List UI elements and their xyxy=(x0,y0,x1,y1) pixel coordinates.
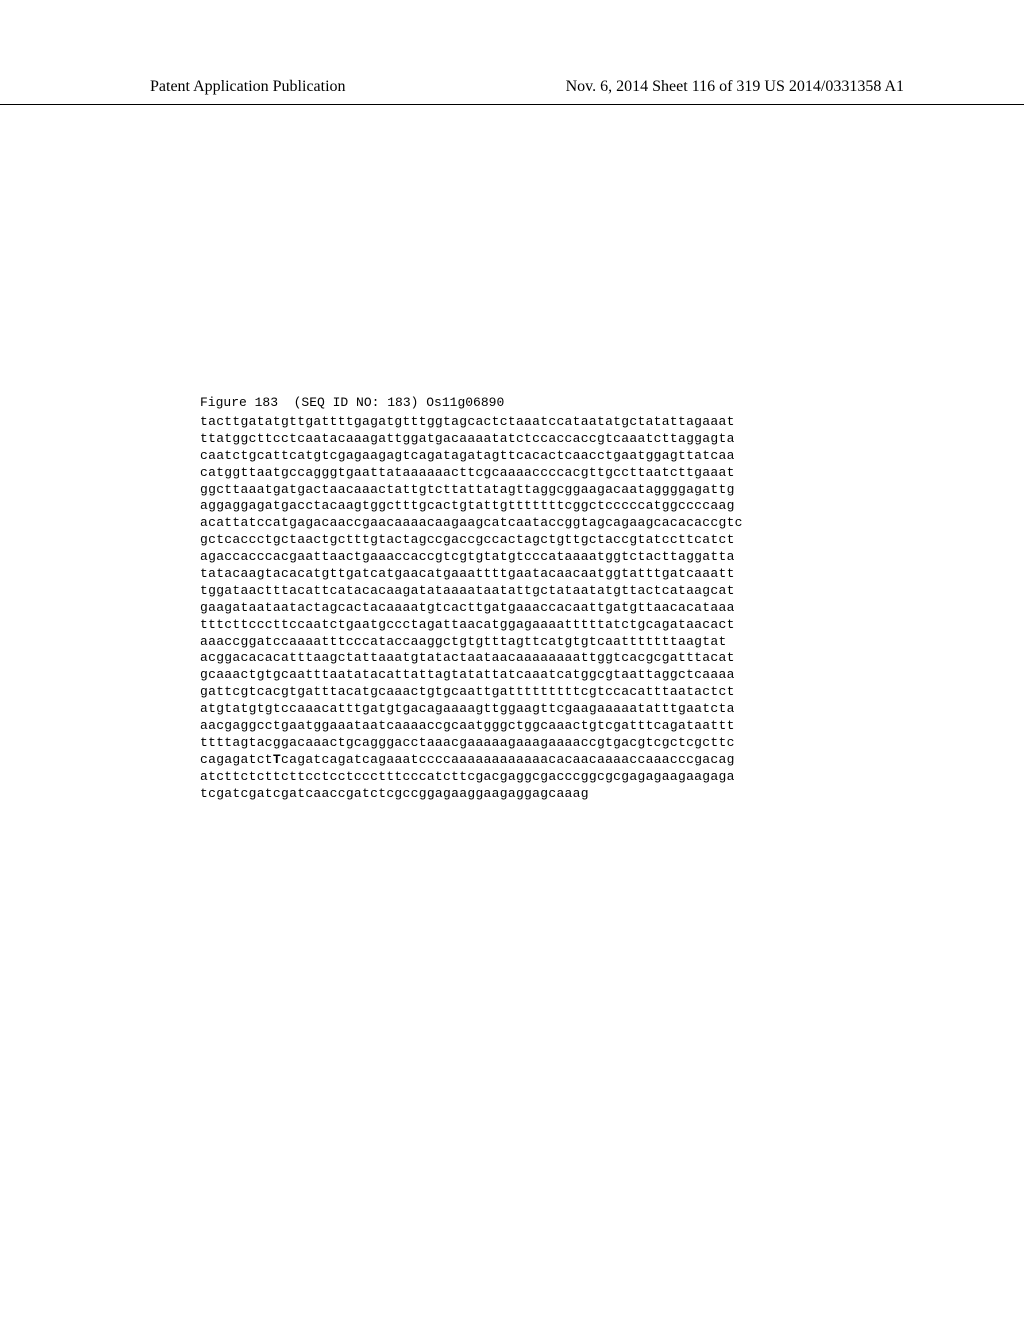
figure-title: Figure 183 (SEQ ID NO: 183) Os11g06890 xyxy=(200,395,874,410)
publication-info: Nov. 6, 2014 Sheet 116 of 319 US 2014/03… xyxy=(566,78,904,96)
publication-title: Patent Application Publication xyxy=(150,78,346,96)
page-container: Patent Application Publication Nov. 6, 2… xyxy=(0,0,1024,1320)
content-area: Figure 183 (SEQ ID NO: 183) Os11g06890 t… xyxy=(0,105,1024,802)
page-header: Patent Application Publication Nov. 6, 2… xyxy=(0,0,1024,105)
dna-sequence: tacttgatatgttgattttgagatgtttggtagcactcta… xyxy=(200,414,874,802)
